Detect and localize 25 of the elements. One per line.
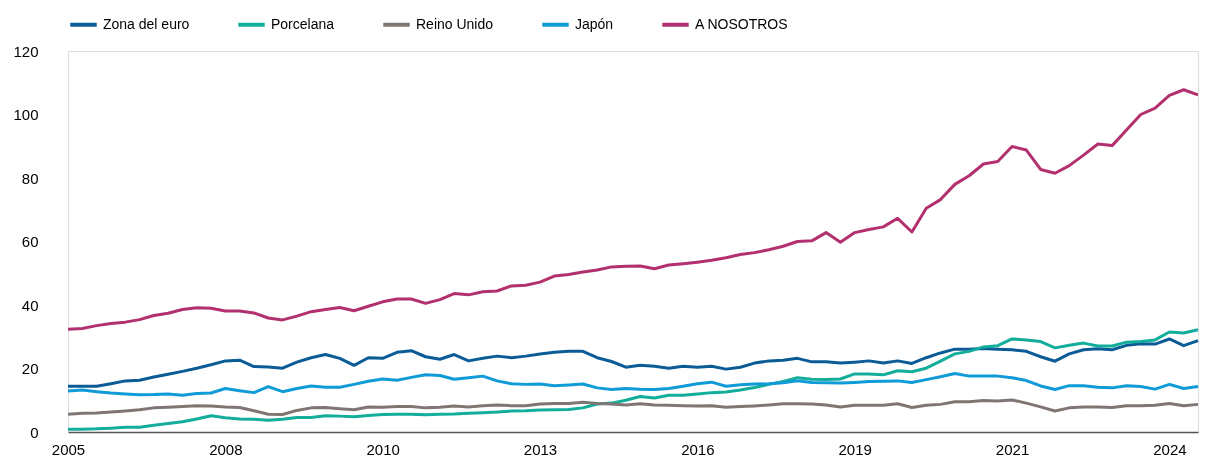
y-tick-label: 60 xyxy=(21,233,39,250)
line-series xyxy=(66,398,1200,417)
line-series xyxy=(66,337,1200,388)
y-tick-label: 80 xyxy=(21,169,39,187)
x-tick-label: 2005 xyxy=(51,440,86,458)
legend-label: Zona del euro xyxy=(103,15,190,32)
legend-label: Japón xyxy=(575,15,614,32)
legend-label: A NOSOTROS xyxy=(695,15,788,32)
x-tick-label: 2021 xyxy=(995,440,1030,458)
legend-label: Reino Unido xyxy=(416,15,494,32)
x-tick-label: 2008 xyxy=(209,440,243,458)
x-tick-label: 2010 xyxy=(366,440,400,458)
y-tick-label: 120 xyxy=(13,42,39,60)
line-series xyxy=(66,88,1200,331)
x-tick-label: 2016 xyxy=(681,440,715,458)
line-series xyxy=(66,372,1200,397)
legend-label: Porcelana xyxy=(271,15,335,32)
y-tick-label: 40 xyxy=(21,296,39,314)
x-tick-label: 2024 xyxy=(1153,440,1187,458)
y-tick-label: 20 xyxy=(21,360,39,377)
line-series xyxy=(66,328,1200,431)
x-tick-label: 2019 xyxy=(838,440,872,458)
y-tick-label: 100 xyxy=(13,106,39,123)
y-tick-label: 0 xyxy=(30,423,39,441)
x-tick-label: 2013 xyxy=(523,440,558,458)
